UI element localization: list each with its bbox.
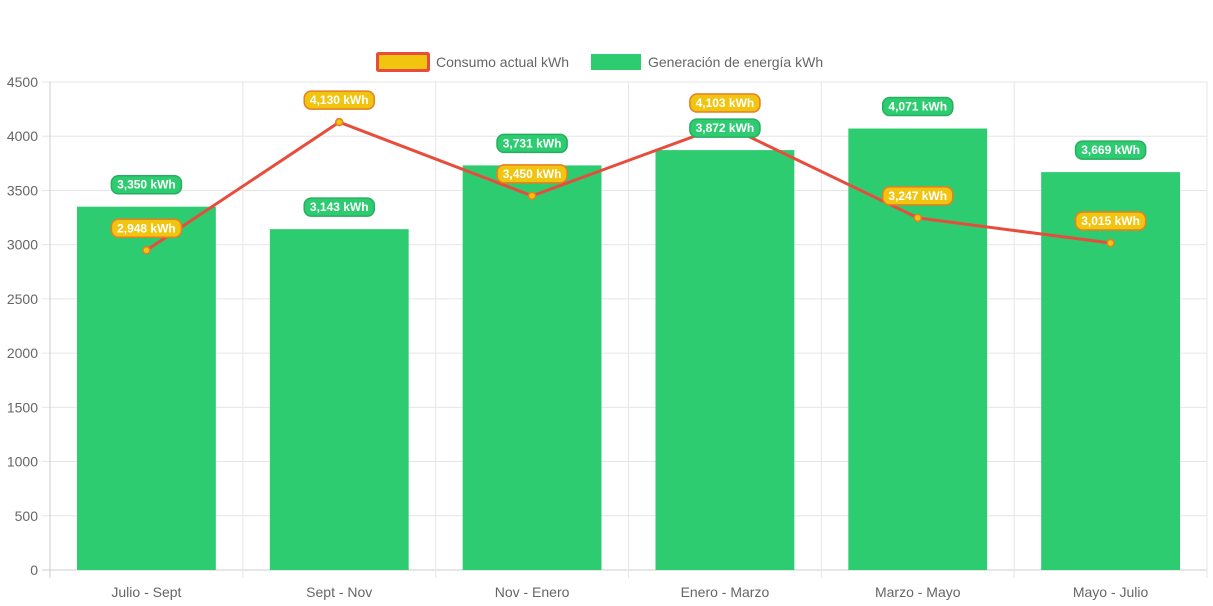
line-path — [145, 120, 1111, 252]
data-label-bg — [1074, 140, 1147, 160]
y-tick-label: 4500 — [7, 74, 38, 90]
data-label: 3,731 kWh — [496, 133, 568, 154]
legend-item-generacion[interactable]: Generación de energía kWh — [591, 54, 823, 70]
legend-label-consumo: Consumo actual kWh — [436, 54, 569, 70]
bar[interactable] — [655, 150, 795, 571]
x-tick-label: Marzo - Mayo — [875, 584, 961, 600]
data-label-text: 3,350 kWh — [117, 178, 176, 192]
bar[interactable] — [76, 206, 216, 570]
data-label-text: 3,015 kWh — [1081, 214, 1140, 228]
data-label-text: 4,130 kWh — [310, 93, 369, 107]
y-tick-label: 3500 — [7, 182, 38, 198]
data-label-bg — [110, 174, 183, 195]
data-label-text: 3,731 kWh — [503, 136, 562, 150]
data-label-text: 4,103 kWh — [696, 96, 755, 110]
x-tick-label: Enero - Marzo — [681, 584, 770, 600]
y-tick-label: 1500 — [7, 399, 38, 415]
data-label: 3,015 kWh — [1074, 211, 1147, 231]
data-label-text: 3,872 kWh — [696, 121, 755, 135]
y-tick-label: 0 — [30, 562, 38, 578]
line-point[interactable] — [142, 246, 151, 255]
line-point[interactable] — [335, 117, 344, 127]
y-tick-label: 4000 — [7, 128, 38, 144]
y-tick-label: 3000 — [7, 237, 38, 253]
data-label-bg — [689, 93, 761, 113]
y-axis: 0 500 1000 1500 2000 2500 3000 3500 4000 4500 — [7, 74, 38, 578]
data-label-text: 3,143 kWh — [310, 200, 369, 214]
data-label-text: 4,071 kWh — [888, 100, 947, 114]
data-label: 4,103 kWh — [689, 93, 761, 113]
legend-item-consumo[interactable]: Consumo actual kWh — [376, 52, 570, 72]
data-label-bg — [303, 90, 376, 110]
data-label-text: 3,450 kWh — [503, 167, 562, 181]
legend-swatch-generacion — [591, 54, 641, 70]
y-tick-label: 2000 — [7, 345, 38, 361]
data-label: 4,130 kWh — [303, 90, 376, 110]
line-point[interactable] — [1106, 238, 1115, 248]
data-label-bg — [1074, 211, 1147, 231]
data-label-bg — [881, 186, 954, 206]
data-label-bg — [689, 118, 761, 138]
data-label-bg — [303, 197, 376, 217]
data-label-text: 3,247 kWh — [888, 189, 947, 203]
data-labels: 3,350 kWh 3,143 kWh 3,731 kWh 3,872 kWh 4,07… — [110, 90, 1147, 239]
data-label: 3,872 kWh — [689, 118, 761, 138]
y-tick-label: 2500 — [7, 291, 38, 307]
data-label: 3,350 kWh — [110, 174, 183, 195]
grid — [42, 81, 1208, 578]
data-label-bg — [496, 133, 568, 154]
legend[interactable]: Consumo actual kWh Generación de energía… — [376, 52, 824, 72]
data-label-text: 2,948 kWh — [117, 221, 176, 235]
bar[interactable] — [269, 229, 409, 570]
data-label-bg — [496, 164, 568, 184]
bar[interactable] — [462, 165, 602, 570]
legend-label-generacion: Generación de energía kWh — [648, 54, 823, 70]
data-label: 3,450 kWh — [496, 164, 568, 184]
x-tick-label: Sept - Nov — [306, 584, 372, 600]
data-label-bg — [110, 218, 183, 239]
data-label: 3,143 kWh — [303, 197, 376, 217]
bar[interactable] — [1041, 172, 1181, 570]
line-point[interactable] — [527, 191, 537, 201]
x-tick-label: Nov - Enero — [495, 584, 570, 600]
x-tick-label: Julio - Sept — [111, 584, 181, 600]
x-axis: Julio - Sept Sept - Nov Nov - Enero Enero -… — [111, 584, 1148, 600]
x-tick-label: Mayo - Julio — [1073, 584, 1149, 600]
y-tick-label: 500 — [15, 508, 39, 524]
data-label-text: 3,669 kWh — [1081, 143, 1140, 157]
legend-swatch-consumo — [376, 52, 430, 72]
data-label-bg — [881, 96, 954, 117]
data-label: 4,071 kWh — [881, 96, 954, 117]
data-label: 2,948 kWh — [110, 218, 183, 239]
line-point[interactable] — [913, 213, 922, 223]
data-label: 3,247 kWh — [881, 186, 954, 206]
data-label: 3,669 kWh — [1074, 140, 1147, 160]
y-tick-label: 1000 — [7, 454, 38, 470]
